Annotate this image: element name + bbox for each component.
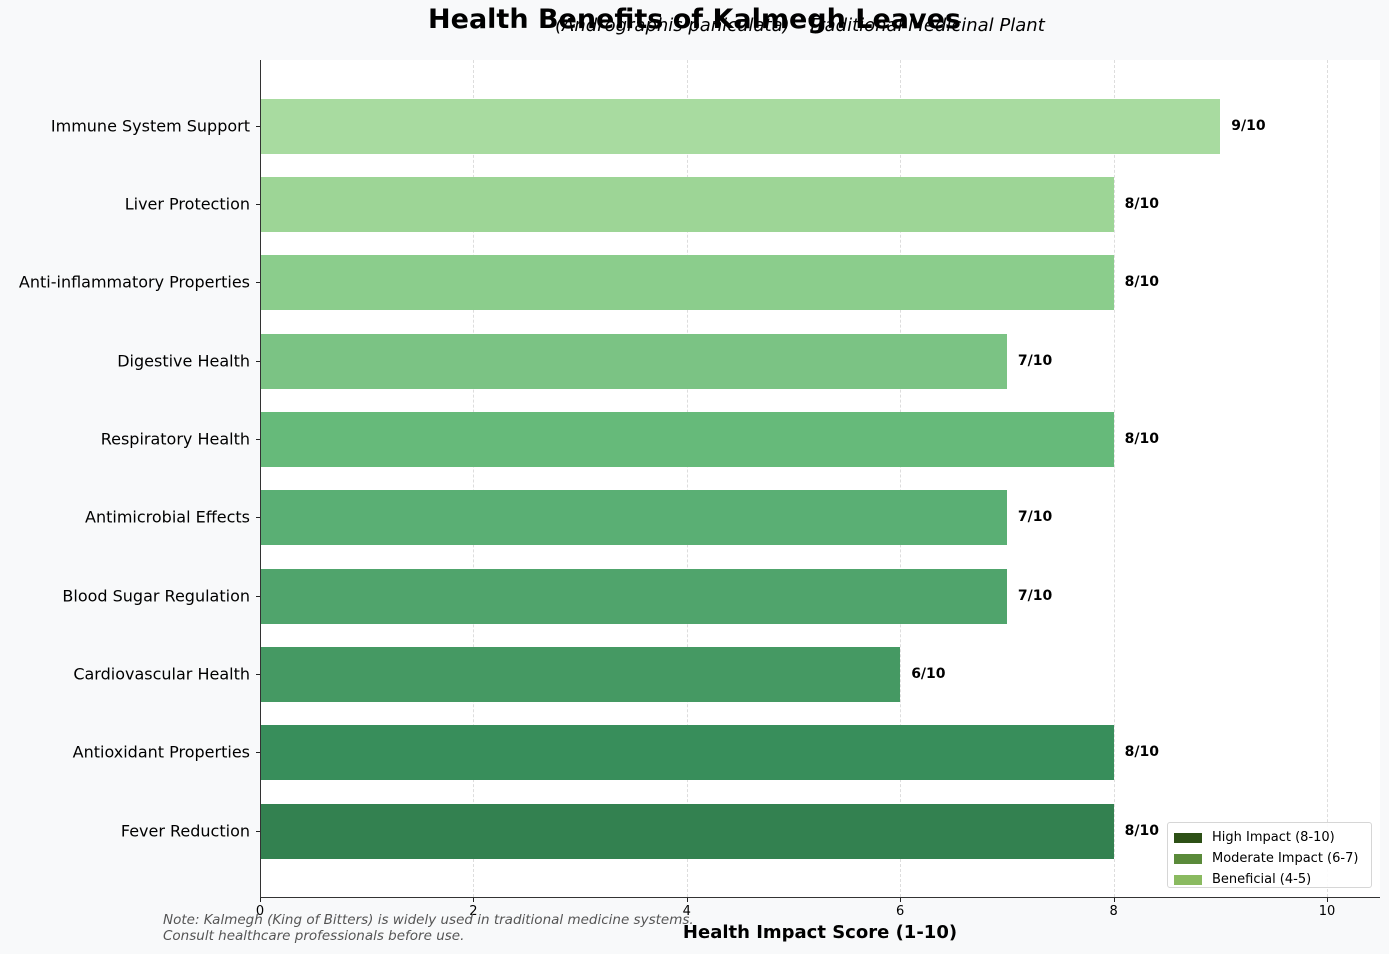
value-label: 8/10 (1124, 196, 1159, 212)
y-tick-label: Fever Reduction (120, 821, 250, 841)
y-tick (256, 282, 260, 283)
x-tick-label: 4 (682, 904, 691, 919)
bar (261, 255, 1114, 310)
chart-subtitle: (Andrographis paniculata) - Traditional … (555, 15, 1045, 36)
gridline (686, 60, 688, 897)
gridline (473, 60, 475, 897)
bar (261, 177, 1114, 232)
legend-label-high: High Impact (8-10) (1212, 830, 1335, 845)
footnote: Note: Kalmegh (King of Bitters) is widel… (163, 912, 694, 944)
x-tick (686, 898, 688, 902)
x-tick-label: 10 (1318, 904, 1336, 919)
value-label: 9/10 (1231, 118, 1266, 134)
chart-title: Health Benefits of Kalmegh Leaves (428, 4, 961, 35)
y-tick-label: Antimicrobial Effects (85, 507, 250, 527)
gridline (1327, 60, 1328, 897)
x-tick-label: 8 (1109, 904, 1118, 919)
bar (261, 569, 1007, 624)
y-tick-label: Anti-inflammatory Properties (18, 272, 250, 292)
y-tick-label: Antioxidant Properties (72, 742, 250, 762)
y-tick-label: Respiratory Health (100, 429, 250, 449)
y-tick (256, 674, 260, 675)
bar (261, 725, 1114, 780)
y-axis-line (260, 60, 261, 898)
footnote-line-2: Consult healthcare professionals before … (163, 928, 465, 944)
y-tick (256, 831, 260, 832)
legend-label-moderate: Moderate Impact (6-7) (1212, 851, 1359, 866)
gridline (900, 60, 902, 897)
value-label: 7/10 (1017, 353, 1053, 369)
y-tick-label: Cardiovascular Health (73, 664, 250, 684)
value-label: 8/10 (1124, 431, 1159, 447)
y-tick (256, 596, 260, 597)
x-tick (473, 898, 475, 902)
value-label: 8/10 (1124, 823, 1159, 839)
y-tick (256, 361, 260, 362)
value-label: 8/10 (1124, 744, 1159, 760)
bar (261, 647, 901, 702)
x-tick (260, 898, 261, 902)
x-axis-line (260, 897, 1380, 898)
x-tick-label: 2 (469, 904, 478, 919)
gridline (1113, 60, 1115, 897)
value-label: 7/10 (1017, 509, 1053, 525)
legend-item-high: High Impact (8-10) (1174, 827, 1365, 848)
bar (261, 412, 1114, 467)
x-tick-label: 6 (896, 904, 905, 919)
value-label: 6/10 (911, 666, 946, 682)
value-label: 8/10 (1124, 274, 1159, 290)
y-tick-label: Digestive Health (117, 351, 250, 371)
x-tick-label: 0 (255, 904, 265, 919)
bar (261, 490, 1007, 545)
legend-swatch-beneficial (1174, 874, 1202, 885)
value-label: 7/10 (1017, 588, 1053, 604)
footnote-line-1: Note: Kalmegh (King of Bitters) is widel… (163, 912, 694, 928)
legend-item-moderate: Moderate Impact (6-7) (1174, 848, 1365, 869)
bar (261, 99, 1221, 154)
y-tick (256, 752, 260, 753)
y-tick (256, 126, 260, 127)
legend-swatch-high (1174, 832, 1202, 843)
y-tick (256, 439, 260, 440)
legend-swatch-moderate (1174, 853, 1202, 864)
y-tick (256, 204, 260, 205)
y-tick-label: Blood Sugar Regulation (62, 586, 250, 606)
y-tick-label: Immune System Support (50, 116, 250, 136)
x-tick (1327, 898, 1328, 902)
y-tick (256, 517, 260, 518)
bar (261, 334, 1007, 389)
x-tick (900, 898, 902, 902)
legend: High Impact (8-10) Moderate Impact (6-7)… (1167, 822, 1372, 888)
x-axis-label: Health Impact Score (1-10) (682, 922, 958, 943)
bar (261, 804, 1114, 859)
y-tick-label: Liver Protection (124, 194, 250, 214)
x-tick (1113, 898, 1115, 902)
legend-item-beneficial: Beneficial (4-5) (1174, 869, 1365, 890)
legend-label-beneficial: Beneficial (4-5) (1212, 872, 1312, 887)
